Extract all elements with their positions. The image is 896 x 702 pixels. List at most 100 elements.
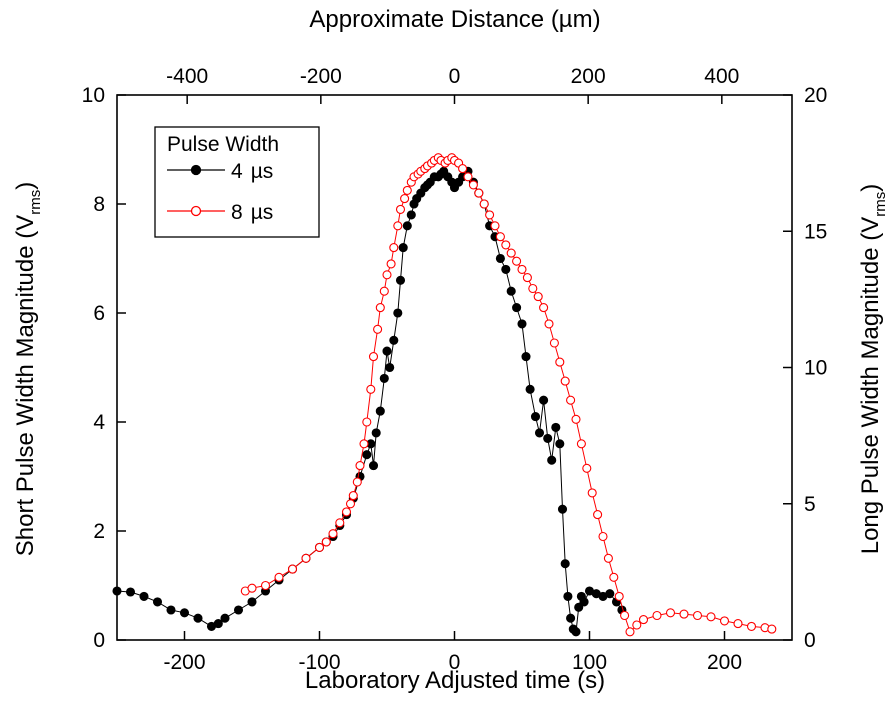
data-point (692, 610, 703, 621)
data-point (579, 597, 589, 607)
data-point (166, 605, 176, 615)
data-point (746, 621, 757, 631)
data-point (571, 627, 581, 637)
data-point (368, 352, 379, 362)
data-point (400, 194, 410, 204)
data-point (603, 553, 613, 563)
data-point (193, 613, 203, 623)
y-left-tick-label: 4 (93, 411, 105, 434)
data-point (395, 275, 406, 285)
data-point (362, 417, 372, 427)
data-point (706, 612, 716, 622)
data-point (733, 619, 743, 629)
data-point (566, 395, 576, 405)
data-point (638, 615, 649, 625)
x-tick-label: 0 (449, 651, 461, 674)
legend: Pulse Width 4 µs 8 µs (154, 126, 320, 238)
right-axis-title: Long Pulse Width Magnitude (Vrms) (857, 184, 889, 555)
data-point (490, 221, 500, 231)
data-point (555, 357, 565, 367)
data-point (287, 564, 298, 574)
x-tick-label: 100 (572, 651, 607, 674)
y-left-tick-label: 8 (93, 193, 105, 216)
data-point (525, 384, 535, 394)
data-point (213, 619, 223, 629)
data-point (474, 188, 484, 198)
data-point (534, 428, 545, 438)
data-point (125, 587, 136, 597)
data-point (528, 283, 538, 294)
data-point (379, 373, 389, 383)
series-line (245, 157, 772, 633)
data-point (576, 439, 586, 449)
x-axis-title: Laboratory Adjusted time (s) (305, 667, 605, 694)
data-point (348, 491, 358, 501)
y-left-tick-label: 2 (93, 520, 105, 543)
legend-label-4us: 4 µs (231, 160, 273, 183)
data-point (382, 270, 392, 280)
data-point (220, 613, 230, 623)
data-point (386, 259, 396, 269)
y-right-tick-label: 15 (804, 220, 827, 243)
data-point (362, 450, 372, 460)
data-point (402, 221, 412, 231)
data-point (393, 308, 403, 318)
data-point (112, 586, 122, 596)
data-point (625, 627, 635, 637)
data-point (512, 303, 522, 313)
data-point (517, 264, 527, 274)
data-point (560, 376, 570, 386)
data-point (547, 455, 557, 465)
data-point (139, 591, 149, 601)
data-point (179, 608, 190, 618)
data-point (495, 232, 505, 242)
data-point (485, 210, 495, 220)
data-point (566, 613, 576, 623)
data-point (373, 324, 383, 334)
data-point (301, 553, 311, 563)
data-point (506, 286, 516, 296)
data-point (247, 583, 257, 593)
data-point (719, 616, 730, 626)
data-point (560, 559, 570, 569)
data-point (517, 319, 527, 329)
y-right-tick-label: 20 (804, 84, 827, 107)
left-axis-title: Short Pulse Width Magnitude (Vrms) (12, 182, 44, 557)
data-point (398, 243, 408, 253)
top-axis-title: Approximate Distance (µm) (309, 6, 600, 33)
data-point (314, 542, 325, 552)
top-tick-label: 400 (704, 65, 739, 88)
data-point (382, 346, 392, 356)
legend-label-4us-unit: µs (251, 160, 274, 183)
data-point (555, 439, 565, 449)
data-point (563, 591, 573, 601)
data-point (393, 221, 403, 231)
data-point (598, 531, 608, 542)
right-axis-title-main: Long Pulse Width Magnitude (V (857, 217, 884, 555)
data-point (549, 338, 559, 348)
data-point (247, 597, 257, 607)
data-point (495, 253, 505, 264)
data-point (587, 488, 597, 498)
top-tick-label: 0 (449, 65, 461, 88)
legend-label-4us-value: 4 (231, 160, 243, 183)
data-point (395, 204, 406, 214)
data-point (355, 461, 365, 471)
data-point (328, 529, 338, 539)
data-point (458, 164, 468, 174)
data-point (539, 395, 549, 405)
data-point (335, 518, 345, 528)
y-left-tick-label: 0 (93, 629, 105, 652)
top-tick-label: -200 (300, 65, 342, 88)
data-point (551, 422, 561, 432)
legend-title: Pulse Width (167, 133, 279, 156)
left-axis-title-sub: rms (27, 190, 44, 215)
data-point (389, 243, 399, 253)
legend-label-8us-unit: µs (251, 201, 274, 224)
data-point (557, 504, 568, 514)
legend-label-8us: 8 µs (231, 201, 273, 224)
data-point (479, 199, 489, 209)
data-point (521, 352, 531, 362)
data-point (652, 610, 662, 621)
data-point (345, 499, 356, 509)
